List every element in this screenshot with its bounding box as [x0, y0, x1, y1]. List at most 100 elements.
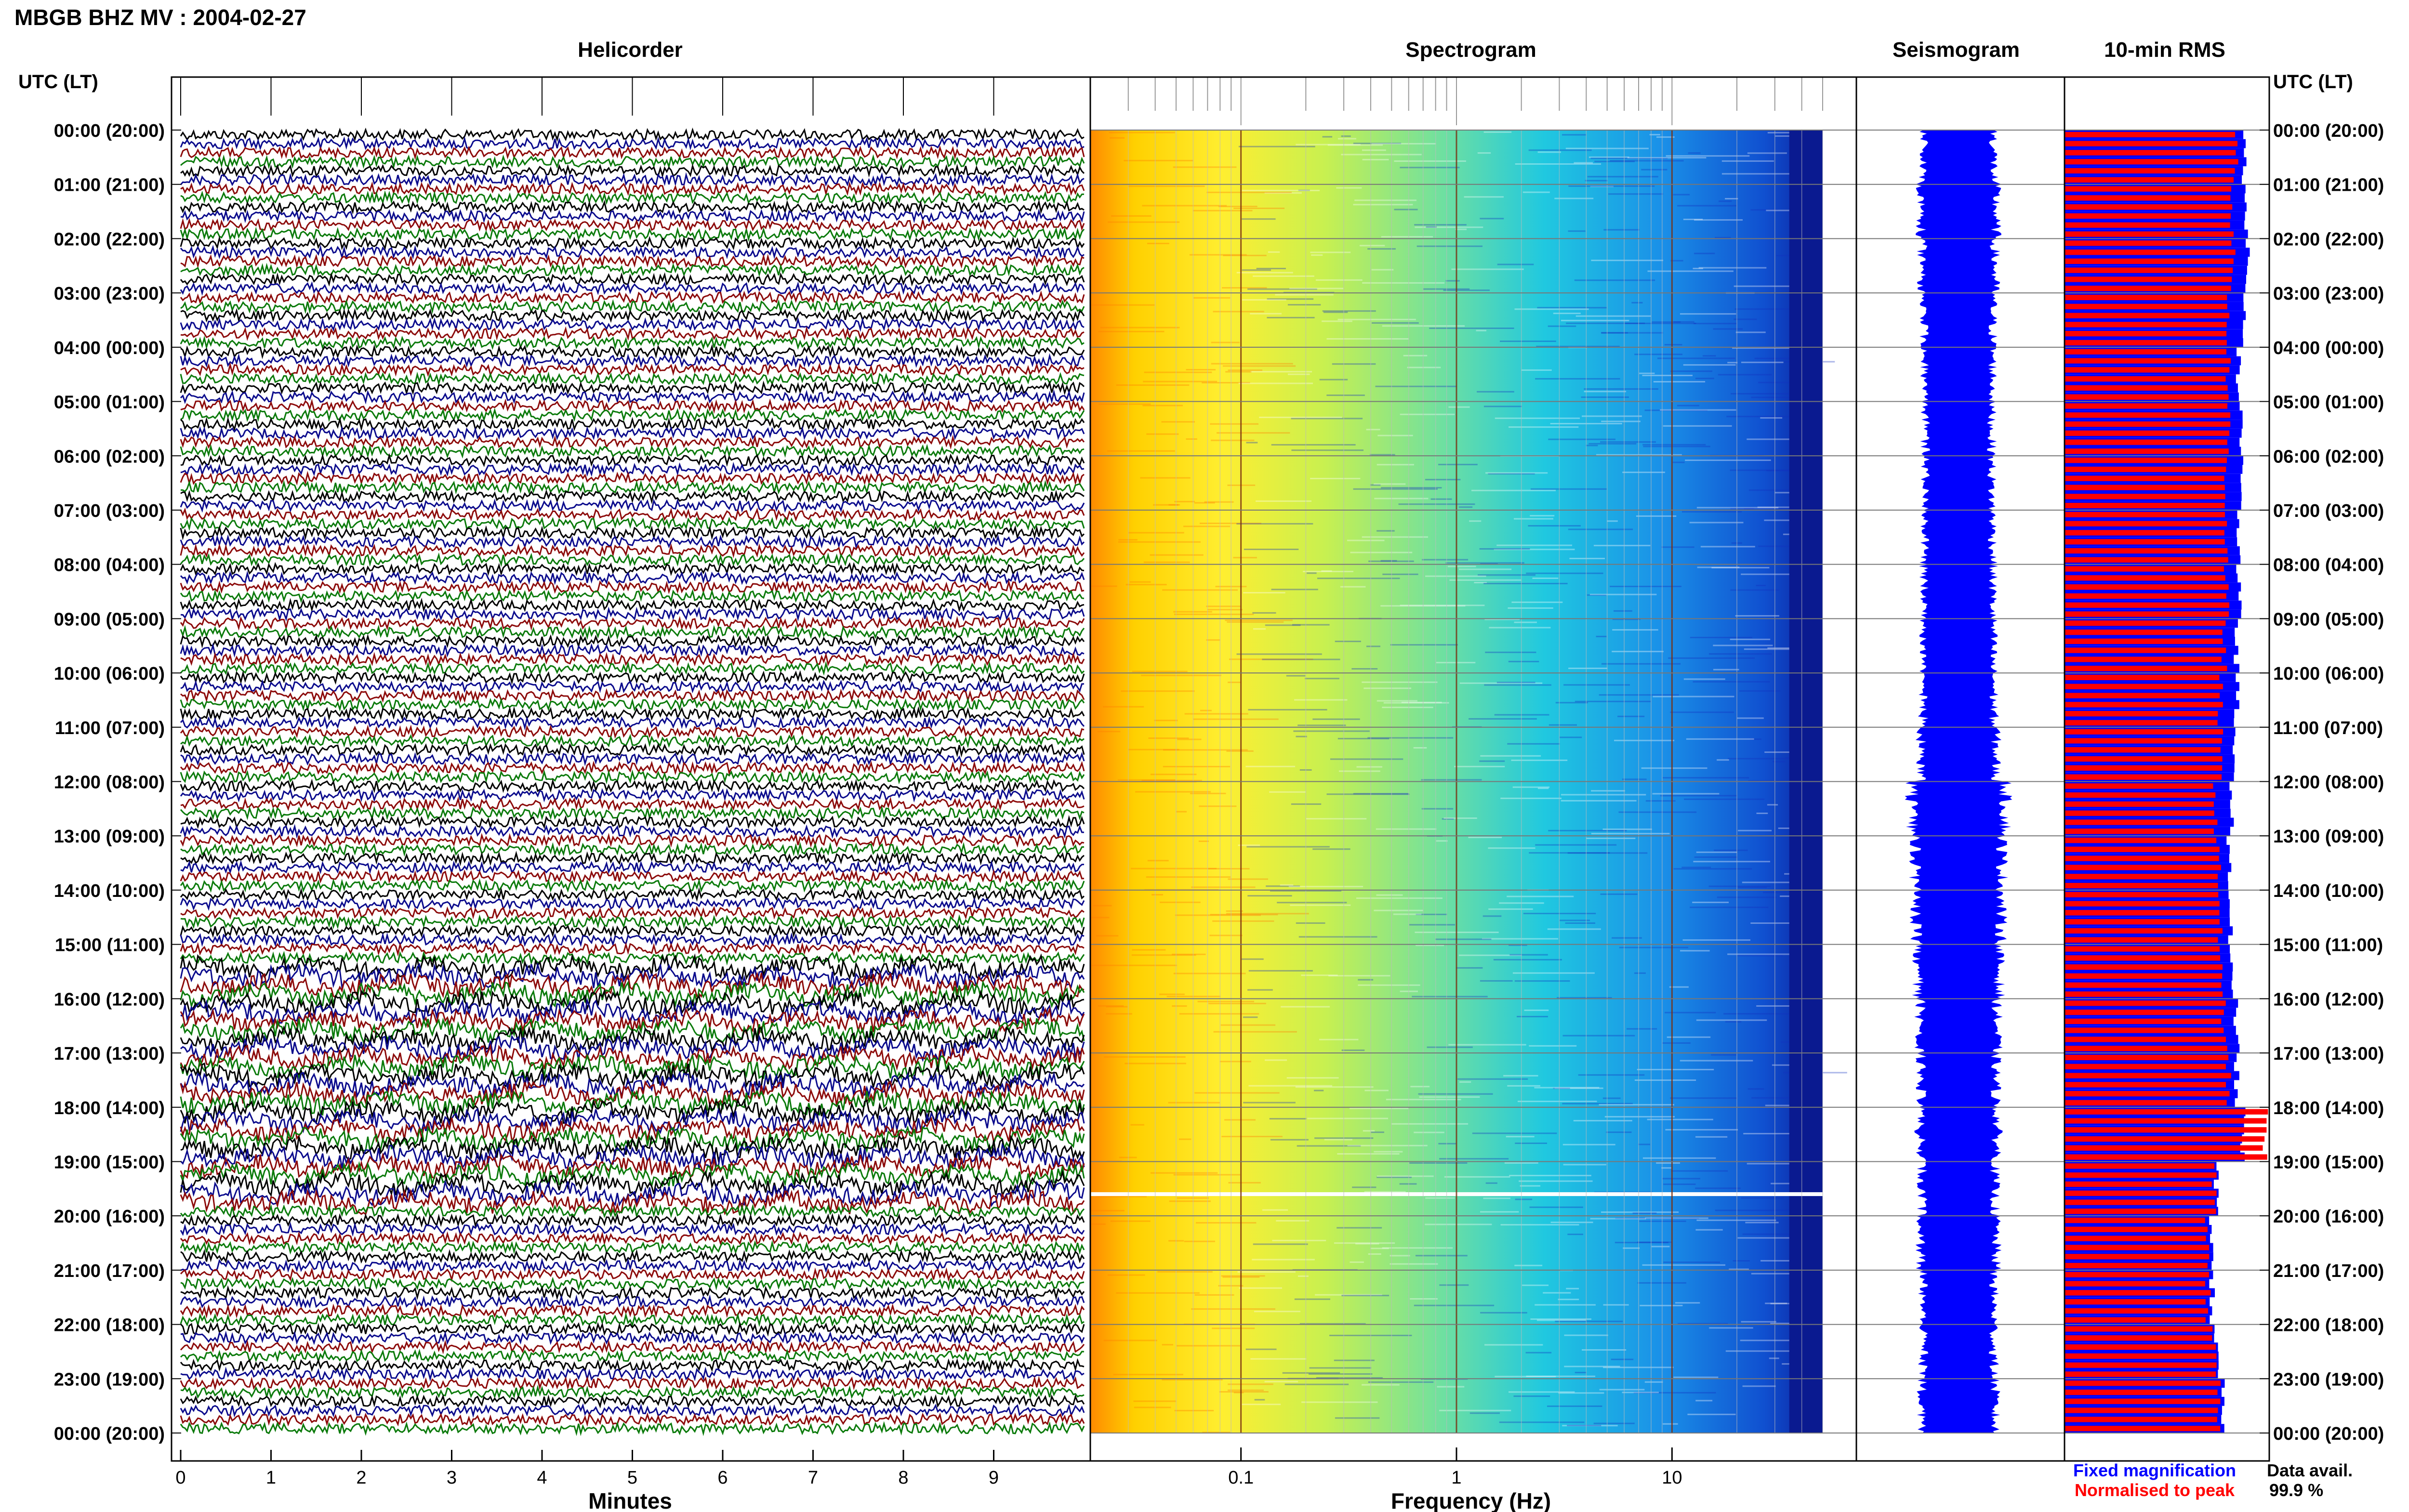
helicorder-trace: [180, 253, 1085, 269]
spectrogram-streak: [1682, 939, 1750, 941]
spectrogram-streak: [1296, 144, 1361, 145]
spectrogram-streak: [1296, 736, 1307, 737]
spectrogram-streak: [1371, 143, 1436, 145]
spectrogram-streak: [1652, 793, 1720, 795]
helicorder-trace: [180, 788, 1085, 803]
helicorder-trace: [180, 597, 1085, 613]
hour-label-right: 10:00 (06:00): [2273, 664, 2384, 684]
rms-normalised-bar: [2065, 810, 2214, 816]
rms-normalised-bar: [2065, 1018, 2222, 1024]
rms-normalised-bar: [2065, 946, 2220, 952]
rms-normalised-bar: [2065, 485, 2225, 490]
hour-label-right: 00:00 (20:00): [2273, 121, 2384, 141]
spectrogram-streak: [1371, 1131, 1384, 1133]
rms-normalised-bar: [2065, 313, 2230, 318]
rms-normalised-bar: [2065, 258, 2234, 264]
spectrogram-streak: [1381, 236, 1433, 238]
spectrogram-streak: [1509, 944, 1527, 946]
rms-normalised-bar: [2065, 1127, 2267, 1133]
spectrogram-streak: [1601, 421, 1641, 422]
spectrogram-streak: [1269, 791, 1306, 793]
hour-label-left: 01:00 (21:00): [54, 175, 165, 196]
spectrogram-streak: [1599, 1389, 1645, 1391]
spectrogram-streak: [1305, 678, 1339, 680]
rms-normalised-bar: [2065, 1389, 2218, 1395]
spectrogram-streak: [1430, 498, 1452, 500]
spectrogram-streak: [1367, 248, 1396, 250]
spectrogram-streak: [1575, 700, 1651, 702]
spectrogram-streak: [1520, 1185, 1540, 1187]
helicorder-trace: [180, 1188, 1085, 1217]
spectrogram-streak: [1242, 1404, 1281, 1406]
spectrogram-streak: [1394, 160, 1466, 162]
spectrogram-streak: [1444, 1176, 1510, 1178]
spectrogram-streak: [1680, 950, 1710, 952]
spectrogram-streak: [1425, 479, 1461, 481]
hour-label-right: 15:00 (11:00): [2273, 935, 2383, 956]
spectrogram-streak: [1600, 441, 1656, 443]
helicorder-trace: [180, 778, 1085, 793]
helicorder-trace: [180, 299, 1085, 315]
spectrogram-streak: [1353, 488, 1438, 490]
helicorder-trace: [180, 606, 1085, 622]
spectrogram-streak: [1744, 508, 1754, 510]
rms-normalised-bar: [2065, 1163, 2215, 1169]
spectrogram-streak: [1694, 219, 1743, 221]
helicorder-trace: [180, 308, 1085, 323]
spectrogram-streak: [1146, 433, 1179, 435]
spectrogram-streak: [1772, 1064, 1793, 1066]
rms-normalised-bar: [2065, 286, 2231, 291]
spectrogram-streak: [1354, 199, 1416, 201]
spectrogram-streak: [1503, 1075, 1538, 1077]
helicorder-trace: [180, 208, 1085, 224]
helicorder-xtick-label: 4: [537, 1468, 547, 1488]
spectrogram-streak: [1414, 1304, 1495, 1306]
spectrogram-streak: [1297, 1145, 1361, 1147]
rms-normalised-bar: [2065, 349, 2226, 355]
spectrogram-streak: [1409, 924, 1455, 926]
spectrogram-streak: [1355, 1243, 1379, 1245]
spectrogram-streak: [1202, 382, 1250, 383]
spectrogram-streak: [1374, 909, 1423, 911]
spectrogram-streak: [1614, 610, 1632, 612]
spectrogram-streak: [1584, 391, 1627, 393]
rms-normalised-bar: [2065, 358, 2231, 364]
spectrogram-streak: [1133, 1400, 1177, 1402]
rms-normalised-bar: [2065, 756, 2223, 762]
spectrogram-streak: [1301, 1401, 1378, 1403]
helicorder-trace: [180, 1267, 1085, 1283]
spectrogram-streak: [1750, 209, 1778, 211]
hour-label-right: 14:00 (10:00): [2273, 881, 2384, 901]
helicorder-trace: [180, 163, 1085, 178]
spectrogram-streak: [1673, 1376, 1719, 1378]
spectrogram-streak: [1458, 506, 1473, 508]
helicorder-trace: [180, 1420, 1085, 1436]
spectrogram-streak: [1226, 913, 1309, 915]
spectrogram-streak: [1633, 1392, 1716, 1394]
spectrogram-streak: [1168, 504, 1180, 506]
spectrogram-streak: [1764, 751, 1810, 753]
spectrogram-streak: [1694, 856, 1738, 858]
spectrogram-streak: [1507, 895, 1574, 897]
spectrogram-streak: [1636, 515, 1677, 517]
hour-label-right: 03:00 (23:00): [2273, 284, 2384, 304]
rms-normalised-bar: [2065, 1027, 2224, 1033]
spectrogram-streak: [1488, 473, 1535, 475]
spectrogram-streak: [1174, 1410, 1214, 1411]
helicorder-trace: [180, 706, 1085, 721]
spectrogram-streak: [1751, 1097, 1792, 1099]
helicorder-trace: [180, 489, 1085, 504]
spectrogram-streak: [1271, 444, 1356, 446]
spectrogram-streak: [1267, 298, 1314, 300]
helicorder-trace: [180, 1312, 1085, 1328]
spectrogram-streak: [1575, 1372, 1587, 1373]
rms-normalised-bar: [2065, 747, 2221, 753]
hour-label-left: 11:00 (07:00): [55, 718, 165, 738]
spectrogram-streak: [1513, 1395, 1550, 1397]
rms-normalised-bar: [2065, 684, 2223, 689]
spectrogram-streak: [1310, 478, 1361, 479]
spectrogram-streak: [1129, 581, 1151, 583]
spectrogram-streak: [1438, 1143, 1456, 1144]
spectrogram-streak: [1508, 607, 1553, 609]
spectrogram-streak: [1713, 328, 1743, 330]
